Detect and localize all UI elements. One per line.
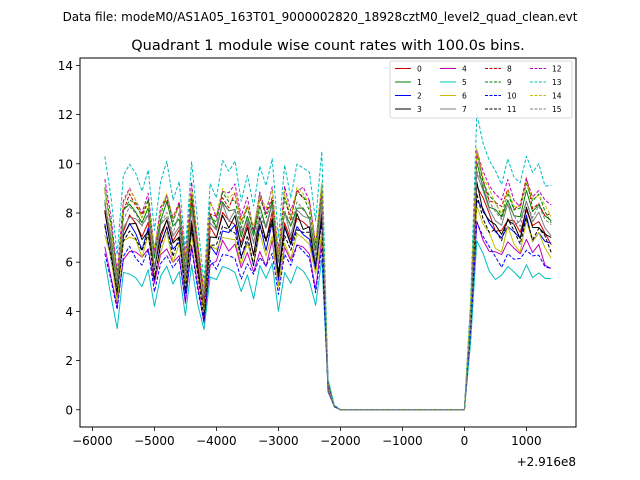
x-tick-label: 1000	[511, 434, 542, 448]
y-tick-label: 0	[65, 403, 73, 417]
series-line-10	[104, 221, 552, 411]
y-tick-label: 12	[58, 108, 73, 122]
x-axis-ticks: −6000 −5000 −4000 −3000 −2000 −1000 0 1000	[72, 427, 542, 448]
y-tick-label: 4	[65, 305, 73, 319]
y-tick-label: 2	[65, 354, 73, 368]
y-axis-ticks: 0 2 4 6 8 10 12 14	[58, 59, 80, 417]
y-tick-label: 8	[65, 206, 73, 220]
legend-label-12: 12	[552, 64, 562, 73]
suptitle: Data file: modeM0/AS1A05_163T01_90000028…	[63, 10, 578, 24]
legend-label-1: 1	[417, 78, 422, 87]
x-tick-label: −6000	[72, 434, 113, 448]
legend-label-14: 14	[552, 91, 562, 100]
legend-label-5: 5	[462, 78, 467, 87]
legend-label-2: 2	[417, 91, 422, 100]
legend-label-13: 13	[552, 78, 562, 87]
legend-label-15: 15	[552, 105, 562, 114]
chart-title: Quadrant 1 module wise count rates with …	[131, 38, 525, 54]
legend-box	[389, 60, 573, 119]
y-tick-label: 10	[58, 157, 73, 171]
legend-label-0: 0	[417, 64, 422, 73]
legend-label-8: 8	[507, 64, 512, 73]
legend-label-6: 6	[462, 91, 467, 100]
plot-lines	[104, 112, 552, 411]
legend-label-11: 11	[507, 105, 517, 114]
y-tick-label: 14	[58, 59, 73, 73]
legend-label-3: 3	[417, 105, 422, 114]
x-tick-label: −2000	[320, 434, 361, 448]
y-tick-label: 6	[65, 256, 73, 270]
x-tick-label: −1000	[382, 434, 423, 448]
x-tick-label: −5000	[134, 434, 175, 448]
legend-label-9: 9	[507, 78, 512, 87]
x-tick-label: 0	[461, 434, 469, 448]
axes-frame	[79, 57, 577, 428]
legend-label-10: 10	[507, 91, 517, 100]
x-axis-offset-label: +2.916e8	[517, 455, 576, 469]
legend-label-4: 4	[462, 64, 467, 73]
series-line-15	[104, 170, 552, 411]
legend-label-7: 7	[462, 105, 467, 114]
x-tick-label: −4000	[196, 434, 237, 448]
x-tick-label: −3000	[258, 434, 299, 448]
